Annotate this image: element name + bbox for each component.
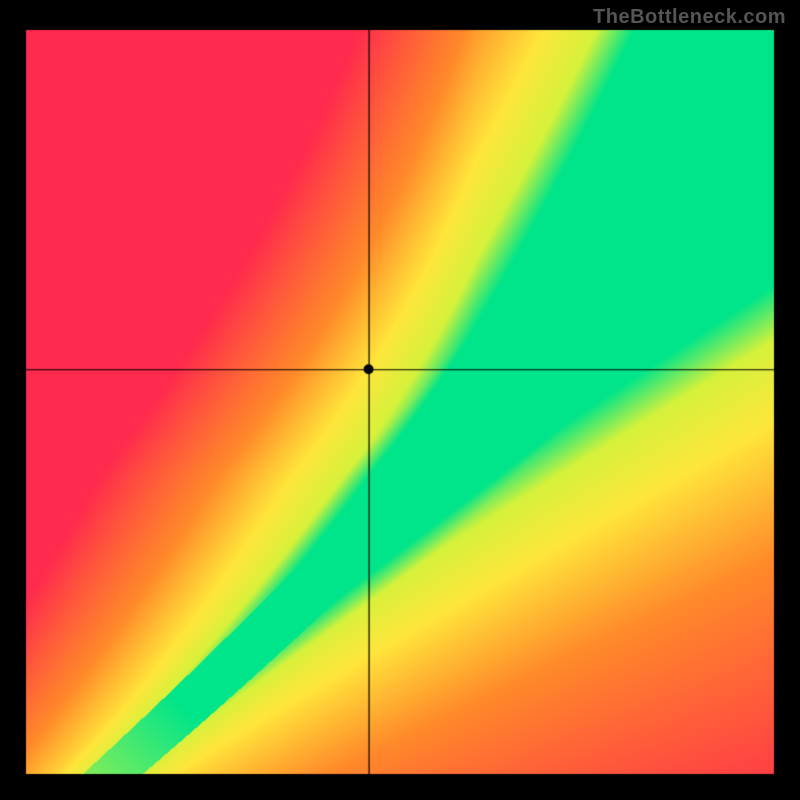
chart-container: TheBottleneck.com — [0, 0, 800, 800]
bottleneck-heatmap — [0, 0, 800, 800]
watermark-text: TheBottleneck.com — [593, 6, 786, 29]
